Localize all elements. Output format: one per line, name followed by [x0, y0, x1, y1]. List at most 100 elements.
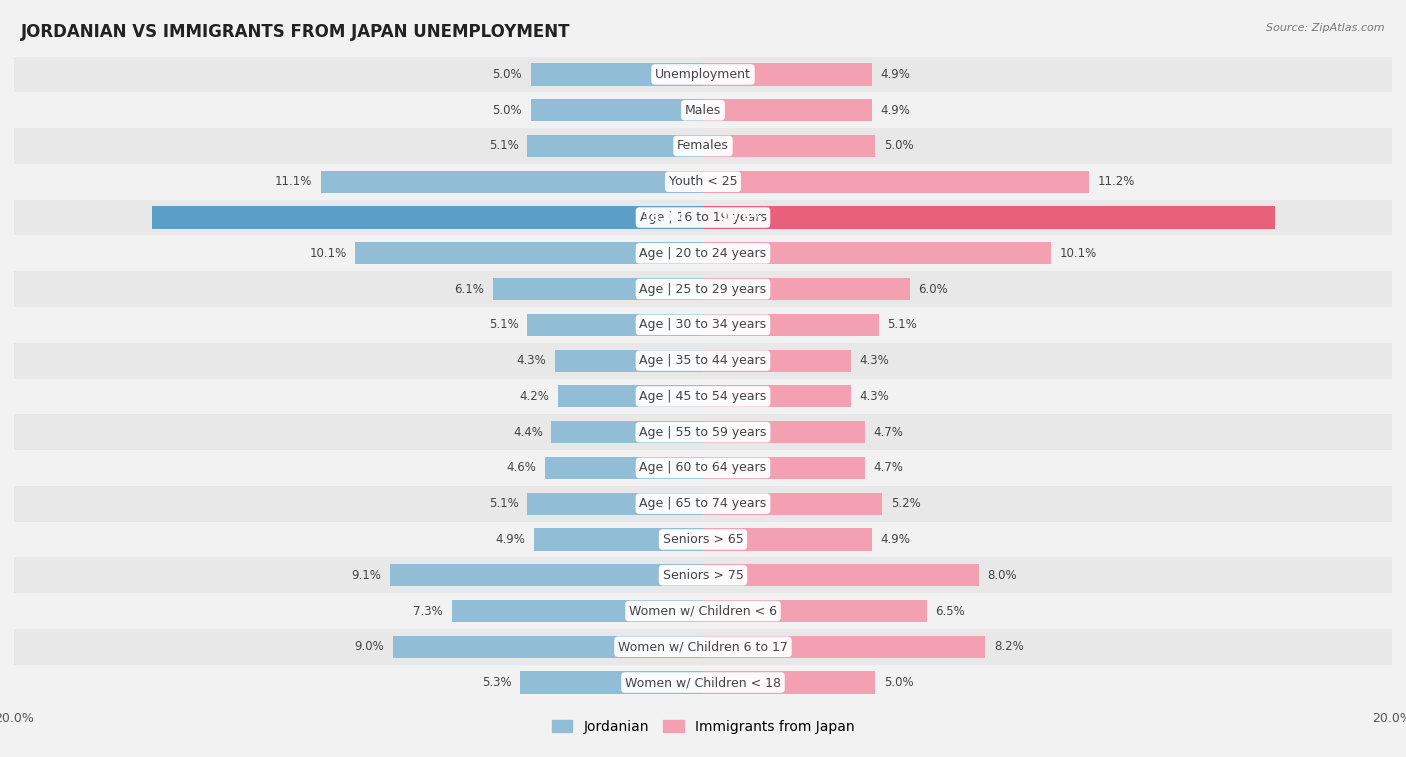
Text: 5.1%: 5.1%: [887, 319, 917, 332]
Bar: [14, 235, 1392, 271]
Bar: [703, 385, 851, 407]
Bar: [14, 128, 1392, 164]
Bar: [527, 313, 703, 336]
Bar: [14, 92, 1392, 128]
Text: Age | 20 to 24 years: Age | 20 to 24 years: [640, 247, 766, 260]
Bar: [14, 593, 1392, 629]
Bar: [14, 486, 1392, 522]
Text: 8.0%: 8.0%: [987, 569, 1017, 581]
Bar: [703, 456, 865, 479]
Bar: [555, 350, 703, 372]
Bar: [14, 271, 1392, 307]
Bar: [531, 64, 703, 86]
Text: 10.1%: 10.1%: [309, 247, 346, 260]
Text: Seniors > 65: Seniors > 65: [662, 533, 744, 546]
Text: Males: Males: [685, 104, 721, 117]
Text: 5.0%: 5.0%: [884, 139, 914, 152]
Text: 4.9%: 4.9%: [880, 104, 910, 117]
Text: Age | 65 to 74 years: Age | 65 to 74 years: [640, 497, 766, 510]
Bar: [544, 456, 703, 479]
Bar: [703, 64, 872, 86]
Text: 5.3%: 5.3%: [482, 676, 512, 689]
Bar: [152, 207, 703, 229]
Bar: [14, 557, 1392, 593]
Text: 5.0%: 5.0%: [492, 68, 522, 81]
Bar: [527, 135, 703, 157]
Bar: [703, 350, 851, 372]
Bar: [703, 170, 1088, 193]
Bar: [534, 528, 703, 550]
Bar: [703, 207, 1275, 229]
Bar: [551, 421, 703, 444]
Text: 9.1%: 9.1%: [352, 569, 381, 581]
Bar: [14, 414, 1392, 450]
Bar: [451, 600, 703, 622]
Text: 11.1%: 11.1%: [274, 176, 312, 188]
Legend: Jordanian, Immigrants from Japan: Jordanian, Immigrants from Japan: [546, 715, 860, 740]
Bar: [356, 242, 703, 264]
Bar: [703, 278, 910, 301]
Text: 7.3%: 7.3%: [413, 605, 443, 618]
Bar: [14, 665, 1392, 700]
Bar: [14, 307, 1392, 343]
Text: Source: ZipAtlas.com: Source: ZipAtlas.com: [1267, 23, 1385, 33]
Text: 5.2%: 5.2%: [891, 497, 921, 510]
Text: Age | 35 to 44 years: Age | 35 to 44 years: [640, 354, 766, 367]
Text: 6.1%: 6.1%: [454, 282, 484, 295]
Bar: [703, 135, 875, 157]
Bar: [703, 421, 865, 444]
Text: Women w/ Children < 18: Women w/ Children < 18: [626, 676, 780, 689]
Bar: [703, 313, 879, 336]
Text: Age | 25 to 29 years: Age | 25 to 29 years: [640, 282, 766, 295]
Bar: [14, 164, 1392, 200]
Bar: [531, 99, 703, 121]
Bar: [14, 378, 1392, 414]
Text: Age | 30 to 34 years: Age | 30 to 34 years: [640, 319, 766, 332]
Bar: [558, 385, 703, 407]
Text: 6.0%: 6.0%: [918, 282, 948, 295]
Bar: [703, 564, 979, 587]
Text: 5.1%: 5.1%: [489, 139, 519, 152]
Text: 4.6%: 4.6%: [506, 462, 536, 475]
Bar: [703, 493, 882, 515]
Text: 16.0%: 16.0%: [643, 211, 686, 224]
Text: 5.0%: 5.0%: [884, 676, 914, 689]
Text: 8.2%: 8.2%: [994, 640, 1024, 653]
Bar: [392, 636, 703, 658]
Text: 5.1%: 5.1%: [489, 319, 519, 332]
Text: 5.1%: 5.1%: [489, 497, 519, 510]
Text: 4.9%: 4.9%: [496, 533, 526, 546]
Bar: [389, 564, 703, 587]
Bar: [703, 671, 875, 693]
Text: 4.3%: 4.3%: [859, 354, 890, 367]
Text: 4.7%: 4.7%: [873, 425, 904, 438]
Text: Females: Females: [678, 139, 728, 152]
Text: 4.3%: 4.3%: [859, 390, 890, 403]
Text: Age | 45 to 54 years: Age | 45 to 54 years: [640, 390, 766, 403]
Text: Age | 55 to 59 years: Age | 55 to 59 years: [640, 425, 766, 438]
Bar: [14, 57, 1392, 92]
Text: 11.2%: 11.2%: [1098, 176, 1135, 188]
Text: Women w/ Children < 6: Women w/ Children < 6: [628, 605, 778, 618]
Text: Women w/ Children 6 to 17: Women w/ Children 6 to 17: [619, 640, 787, 653]
Text: 16.6%: 16.6%: [720, 211, 763, 224]
Bar: [703, 600, 927, 622]
Bar: [703, 99, 872, 121]
Text: Age | 60 to 64 years: Age | 60 to 64 years: [640, 462, 766, 475]
Bar: [494, 278, 703, 301]
Bar: [14, 629, 1392, 665]
Bar: [14, 343, 1392, 378]
Text: Youth < 25: Youth < 25: [669, 176, 737, 188]
Text: 10.1%: 10.1%: [1060, 247, 1097, 260]
Text: 4.4%: 4.4%: [513, 425, 543, 438]
Text: 4.3%: 4.3%: [516, 354, 547, 367]
Bar: [14, 200, 1392, 235]
Text: JORDANIAN VS IMMIGRANTS FROM JAPAN UNEMPLOYMENT: JORDANIAN VS IMMIGRANTS FROM JAPAN UNEMP…: [21, 23, 571, 41]
Bar: [527, 493, 703, 515]
Text: Unemployment: Unemployment: [655, 68, 751, 81]
Text: 9.0%: 9.0%: [354, 640, 384, 653]
Bar: [520, 671, 703, 693]
Bar: [703, 242, 1050, 264]
Text: Seniors > 75: Seniors > 75: [662, 569, 744, 581]
Bar: [14, 450, 1392, 486]
